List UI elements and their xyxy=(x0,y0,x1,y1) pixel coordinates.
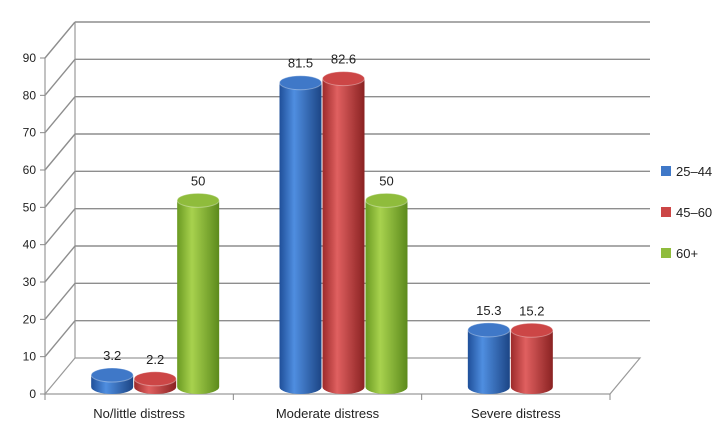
data-label: 50 xyxy=(191,173,205,188)
bar-body xyxy=(177,200,220,395)
bar-body xyxy=(279,82,322,395)
legend-item: 45–60 xyxy=(661,205,712,220)
data-label: 81.5 xyxy=(288,56,313,71)
data-label: 15.2 xyxy=(519,303,544,318)
legend-label: 25–44 xyxy=(676,164,712,179)
bar-2-1 xyxy=(510,322,554,394)
bar-body xyxy=(322,78,365,395)
bars xyxy=(90,71,554,395)
bar-2-0 xyxy=(467,322,511,395)
bar-0-1 xyxy=(133,371,177,395)
x-category-label: Moderate distress xyxy=(276,406,380,421)
data-label: 50 xyxy=(379,173,393,188)
bar-0-2 xyxy=(176,192,220,395)
data-label: 15.3 xyxy=(476,303,501,318)
y-tick-label: 90 xyxy=(23,51,37,65)
bar-0-0 xyxy=(90,367,134,394)
y-tick-label: 80 xyxy=(23,88,37,102)
legend-swatch xyxy=(661,207,671,217)
legend-swatch xyxy=(661,166,671,176)
y-tick-label: 50 xyxy=(23,200,37,214)
bar-top xyxy=(279,75,322,91)
legend-label: 60+ xyxy=(676,246,698,261)
y-tick-label: 20 xyxy=(23,312,37,326)
legend-swatch xyxy=(661,248,671,258)
bar-body xyxy=(467,329,510,395)
bar-1-2 xyxy=(365,192,408,395)
bar-top xyxy=(133,371,177,387)
gridline-side xyxy=(44,21,76,59)
x-category-label: No/little distress xyxy=(93,406,185,421)
gridline-side xyxy=(44,320,76,358)
data-labels: 3.2 2.2 50 81.5 82.6 50 15.3 15.2 xyxy=(103,52,544,367)
legend-label: 45–60 xyxy=(676,205,712,220)
gridline-side xyxy=(44,170,76,208)
y-tick-label: 0 xyxy=(29,387,36,401)
bar-body xyxy=(365,200,408,395)
bar-top xyxy=(90,367,134,383)
gridline-side xyxy=(44,133,76,171)
bar-1-0 xyxy=(279,75,322,395)
data-label: 2.2 xyxy=(146,352,164,367)
bar-top xyxy=(322,71,365,87)
bar-top xyxy=(510,322,554,338)
gridline-side xyxy=(44,282,76,320)
legend-item: 60+ xyxy=(661,246,698,261)
bar-top xyxy=(365,192,408,208)
legend-item: 25–44 xyxy=(661,164,712,179)
legend: 25–44 45–60 60+ xyxy=(661,164,712,261)
y-tick-label: 60 xyxy=(23,163,37,177)
gridline-side xyxy=(44,58,76,96)
bar-top xyxy=(467,322,511,338)
gridline-side xyxy=(44,208,76,246)
bar-body xyxy=(510,330,553,394)
bar-1-1 xyxy=(322,71,365,395)
data-label: 82.6 xyxy=(331,52,356,67)
gridline-side xyxy=(44,245,76,283)
gridline-side xyxy=(44,96,76,134)
y-tick-label: 70 xyxy=(23,126,37,140)
y-tick-label: 40 xyxy=(23,238,37,252)
y-tick-label: 10 xyxy=(23,350,37,364)
bar-top xyxy=(176,192,220,208)
y-tick-label: 30 xyxy=(23,275,37,289)
data-label: 3.2 xyxy=(103,348,121,363)
x-category-label: Severe distress xyxy=(471,406,561,421)
